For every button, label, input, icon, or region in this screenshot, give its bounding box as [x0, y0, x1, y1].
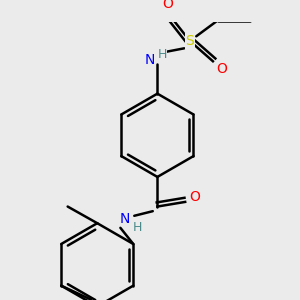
- Text: H: H: [157, 48, 167, 61]
- Text: O: O: [162, 0, 173, 11]
- Text: O: O: [217, 62, 228, 76]
- Text: O: O: [189, 190, 200, 204]
- Text: H: H: [132, 221, 142, 234]
- Text: N: N: [120, 212, 130, 226]
- Text: S: S: [185, 34, 194, 48]
- Text: N: N: [145, 53, 155, 67]
